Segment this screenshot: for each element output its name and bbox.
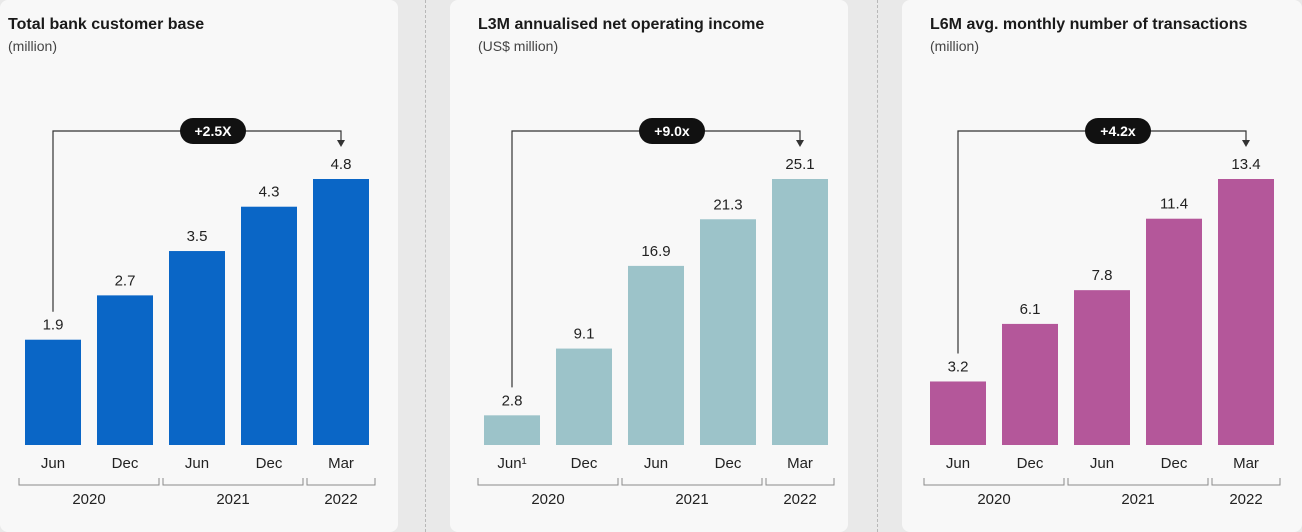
- growth-badge-label: +9.0x: [654, 123, 690, 139]
- x-group-label: 2022: [324, 491, 357, 508]
- group-bracket: [621, 478, 763, 486]
- x-tick-label: Jun¹: [497, 455, 526, 472]
- chart-panel-net-operating-income: L3M annualised net operating income (US$…: [450, 0, 848, 532]
- x-group-label: 2021: [216, 491, 249, 508]
- bar: [241, 206, 297, 445]
- data-label: 3.2: [948, 358, 969, 375]
- data-label: 7.8: [1092, 267, 1113, 284]
- chart-title: L3M annualised net operating income: [478, 16, 765, 33]
- growth-badge-label: +2.5X: [195, 123, 233, 139]
- x-tick-label: Dec: [112, 455, 139, 472]
- chart-panel-customer-base: Total bank customer base (million) 1.9 Ju…: [0, 0, 398, 532]
- bar: [313, 179, 369, 445]
- x-tick-label: Dec: [256, 455, 283, 472]
- data-label: 2.7: [115, 272, 136, 289]
- group-bracket: [306, 478, 376, 486]
- chart-panel-transactions: L6M avg. monthly number of transactions …: [902, 0, 1302, 532]
- x-tick-label: Jun: [1090, 455, 1114, 472]
- bar-chart-transactions: 3.2 Jun 6.1 Dec 7.8 Jun 11.4 Dec 13.4 Mar 2020 2021…: [923, 118, 1281, 508]
- group-bracket: [765, 478, 835, 486]
- bar: [556, 348, 612, 445]
- data-label: 4.3: [259, 184, 280, 201]
- growth-badge: [639, 118, 705, 144]
- group-bracket: [162, 478, 304, 486]
- bar: [25, 339, 81, 445]
- bar: [169, 251, 225, 445]
- data-label: 4.8: [331, 156, 352, 173]
- data-label: 3.5: [187, 228, 208, 245]
- data-label: 9.1: [574, 326, 595, 343]
- x-group-label: 2020: [72, 491, 105, 508]
- growth-arrowhead: [1242, 140, 1250, 147]
- data-label: 25.1: [785, 156, 814, 173]
- chart-subtitle: (million): [8, 38, 57, 54]
- bar-chart-customer-base: 1.9 Jun 2.7 Dec 3.5 Jun 4.3 Dec 4.8 Mar 2020 2021 20…: [18, 118, 376, 508]
- x-tick-label: Dec: [571, 455, 598, 472]
- data-label: 1.9: [43, 317, 64, 334]
- x-group-label: 2022: [1229, 491, 1262, 508]
- data-label: 2.8: [502, 392, 523, 409]
- panel-divider: [877, 0, 878, 532]
- growth-arrowhead: [337, 140, 345, 147]
- bar: [1146, 218, 1202, 445]
- growth-badge: [1085, 118, 1151, 144]
- group-bracket: [1067, 478, 1209, 486]
- x-group-label: 2021: [1121, 491, 1154, 508]
- x-tick-label: Dec: [715, 455, 742, 472]
- growth-badge: [180, 118, 246, 144]
- chart-subtitle: (US$ million): [478, 38, 559, 54]
- bar: [772, 179, 828, 445]
- x-tick-label: Jun: [41, 455, 65, 472]
- bar-chart-net-operating-income: 2.8 Jun¹ 9.1 Dec 16.9 Jun 21.3 Dec 25.1 Mar 2020 20…: [477, 118, 835, 508]
- x-tick-label: Jun: [644, 455, 668, 472]
- group-bracket: [18, 478, 160, 486]
- x-tick-label: Dec: [1017, 455, 1044, 472]
- panel-divider: [425, 0, 426, 532]
- bar: [700, 219, 756, 445]
- chart-subtitle: (million): [930, 38, 979, 54]
- bar: [484, 415, 540, 445]
- data-label: 16.9: [641, 243, 670, 260]
- data-label: 21.3: [713, 196, 742, 213]
- bar: [628, 265, 684, 445]
- data-label: 6.1: [1020, 301, 1041, 318]
- bar: [930, 381, 986, 445]
- x-tick-label: Mar: [1233, 455, 1259, 472]
- growth-badge-label: +4.2x: [1100, 123, 1136, 139]
- x-group-label: 2020: [977, 491, 1010, 508]
- x-tick-label: Jun: [946, 455, 970, 472]
- x-group-label: 2022: [783, 491, 816, 508]
- bar: [1074, 290, 1130, 445]
- x-tick-label: Jun: [185, 455, 209, 472]
- data-label: 11.4: [1160, 196, 1188, 213]
- bar: [97, 295, 153, 445]
- growth-arrowhead: [796, 140, 804, 147]
- data-label: 13.4: [1231, 156, 1260, 173]
- group-bracket: [477, 478, 619, 486]
- chart-title: Total bank customer base: [8, 16, 205, 33]
- group-bracket: [1211, 478, 1281, 486]
- group-bracket: [923, 478, 1065, 486]
- x-tick-label: Mar: [328, 455, 354, 472]
- x-group-label: 2020: [531, 491, 564, 508]
- x-tick-label: Mar: [787, 455, 813, 472]
- chart-title: L6M avg. monthly number of transactions: [930, 16, 1248, 33]
- bar: [1002, 323, 1058, 445]
- x-tick-label: Dec: [1161, 455, 1188, 472]
- bar: [1218, 179, 1274, 445]
- x-group-label: 2021: [675, 491, 708, 508]
